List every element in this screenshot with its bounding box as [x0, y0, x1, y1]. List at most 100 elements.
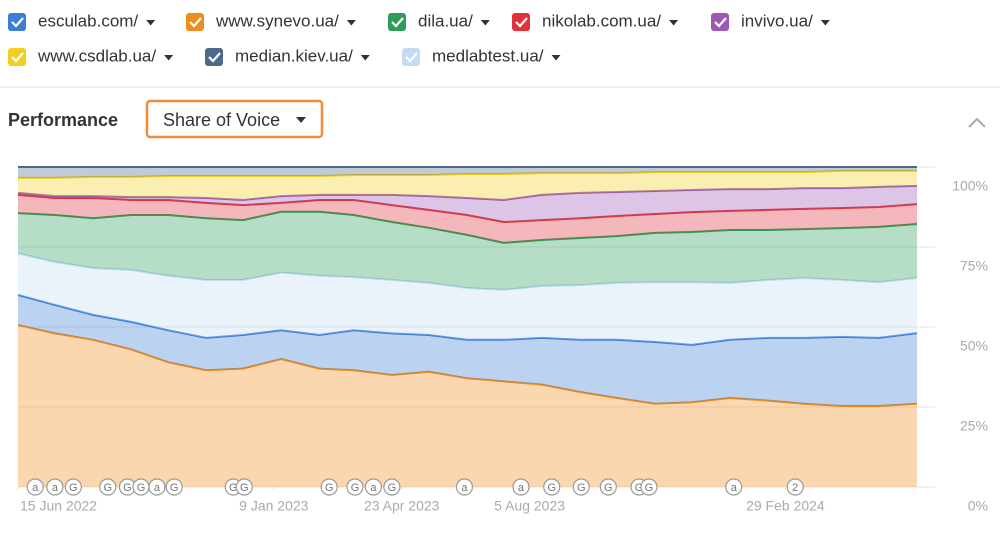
- event-label[interactable]: G: [635, 482, 644, 494]
- event-marker[interactable]: [165, 478, 183, 496]
- event-marker[interactable]: [64, 478, 82, 496]
- legend-label[interactable]: medlabtest.ua/: [432, 46, 544, 65]
- legend-check[interactable]: [405, 52, 418, 63]
- x-tick-label: 15 Jun 2022: [20, 498, 97, 514]
- legend-checkbox[interactable]: [711, 13, 729, 31]
- y-tick-label: 100%: [952, 178, 988, 194]
- event-marker[interactable]: [364, 478, 383, 496]
- event-label[interactable]: a: [731, 482, 738, 494]
- legend-label[interactable]: nikolab.com.ua/: [542, 11, 661, 30]
- event-label[interactable]: G: [351, 482, 360, 494]
- area-fill: [18, 185, 917, 223]
- event-label[interactable]: a: [32, 482, 39, 494]
- x-tick-label: 29 Feb 2024: [746, 498, 825, 514]
- legend-check[interactable]: [515, 17, 528, 28]
- series-line: [17, 193, 918, 224]
- legend-arrow[interactable]: [146, 20, 156, 26]
- legend-label[interactable]: dila.ua/: [418, 11, 473, 30]
- area-fill: [18, 295, 917, 407]
- event-label[interactable]: a: [370, 482, 377, 494]
- area-fill: [18, 170, 917, 200]
- area-fill: [18, 167, 917, 178]
- event-label[interactable]: 2: [792, 482, 798, 494]
- legend-checkbox[interactable]: [205, 48, 223, 66]
- event-label[interactable]: G: [240, 482, 249, 494]
- legend-check[interactable]: [189, 17, 202, 28]
- event-label[interactable]: G: [645, 482, 654, 494]
- event-label[interactable]: a: [461, 482, 468, 494]
- x-tick-label: 9 Jan 2023: [239, 498, 308, 514]
- event-label[interactable]: G: [137, 482, 146, 494]
- legend-arrow[interactable]: [480, 20, 490, 26]
- event-label[interactable]: G: [547, 482, 556, 494]
- legend-label[interactable]: www.synevo.ua/: [215, 11, 339, 30]
- series-line: [17, 294, 918, 346]
- event-label[interactable]: G: [170, 482, 179, 494]
- event-marker[interactable]: [383, 478, 401, 496]
- event-label[interactable]: G: [123, 482, 132, 494]
- event-marker[interactable]: [320, 478, 338, 496]
- legend-arrow[interactable]: [820, 20, 830, 26]
- legend-arrow[interactable]: [669, 20, 679, 26]
- event-marker[interactable]: [26, 478, 44, 496]
- event-marker[interactable]: [455, 478, 474, 496]
- event-marker[interactable]: [599, 478, 617, 496]
- legend-check[interactable]: [391, 17, 404, 28]
- event-marker[interactable]: [725, 478, 743, 496]
- event-marker[interactable]: [46, 478, 64, 496]
- legend-check[interactable]: [208, 52, 221, 63]
- event-label[interactable]: G: [388, 482, 397, 494]
- event-marker[interactable]: [543, 478, 561, 496]
- x-tick-label: 5 Aug 2023: [494, 498, 565, 514]
- area-fill: [18, 325, 917, 487]
- legend-checkbox[interactable]: [8, 13, 26, 31]
- collapse-button[interactable]: [968, 117, 986, 128]
- event-label[interactable]: G: [103, 482, 112, 494]
- legend-checkbox[interactable]: [8, 48, 26, 66]
- legend-check[interactable]: [11, 52, 24, 63]
- legend-checkbox[interactable]: [402, 48, 420, 66]
- event-marker[interactable]: [235, 478, 253, 496]
- legend-arrow[interactable]: [346, 20, 356, 26]
- event-marker[interactable]: [572, 478, 590, 496]
- event-marker[interactable]: [640, 478, 658, 496]
- series-line: [17, 210, 918, 244]
- event-label[interactable]: G: [69, 482, 78, 494]
- dropdown-label[interactable]: Share of Voice: [163, 110, 280, 130]
- legend-arrow[interactable]: [164, 55, 174, 61]
- area-fill: [18, 194, 917, 243]
- event-label[interactable]: G: [577, 482, 586, 494]
- y-tick-label: 75%: [960, 258, 988, 274]
- event-label[interactable]: G: [604, 482, 613, 494]
- event-label[interactable]: a: [52, 482, 59, 494]
- dropdown[interactable]: [145, 99, 324, 139]
- event-label[interactable]: G: [325, 482, 334, 494]
- series-line: [17, 324, 918, 408]
- legend-check[interactable]: [714, 17, 727, 28]
- legend-checkbox[interactable]: [512, 13, 530, 31]
- event-marker[interactable]: [786, 478, 804, 496]
- legend-checkbox[interactable]: [388, 13, 406, 31]
- event-marker[interactable]: [512, 478, 530, 496]
- legend-label[interactable]: www.csdlab.ua/: [37, 46, 156, 65]
- event-label[interactable]: G: [229, 482, 238, 494]
- legend-arrow[interactable]: [360, 55, 370, 61]
- series-line: [18, 169, 917, 179]
- series-line: [17, 184, 918, 201]
- event-label[interactable]: a: [154, 482, 161, 494]
- legend-label[interactable]: invivo.ua/: [741, 11, 813, 30]
- legend-label[interactable]: esculab.com/: [38, 11, 138, 30]
- panel-title: Performance: [8, 110, 118, 130]
- legend-arrow[interactable]: [551, 55, 561, 61]
- legend-label[interactable]: median.kiev.ua/: [235, 46, 353, 65]
- dropdown-arrow[interactable]: [296, 117, 306, 123]
- event-marker[interactable]: [346, 478, 364, 496]
- event-marker[interactable]: [99, 478, 117, 496]
- legend-check[interactable]: [11, 17, 24, 28]
- event-label[interactable]: a: [518, 482, 525, 494]
- event-marker[interactable]: [148, 478, 166, 496]
- legend-checkbox[interactable]: [186, 13, 204, 31]
- y-tick-label: 25%: [960, 418, 988, 434]
